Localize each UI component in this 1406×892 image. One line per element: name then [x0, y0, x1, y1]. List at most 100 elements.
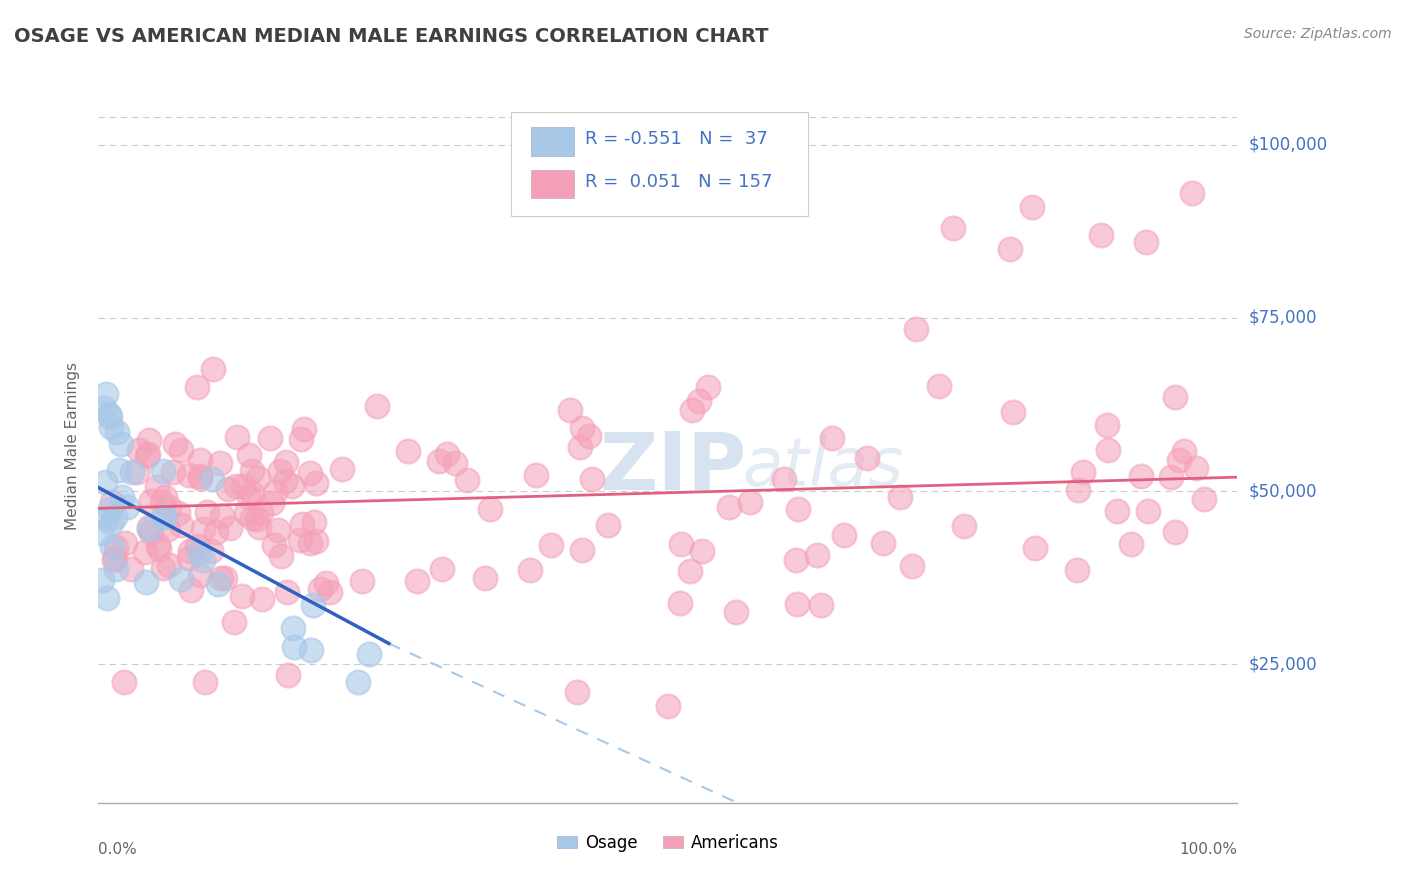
Point: [299, 642, 322, 657]
Point: [207, 576, 229, 591]
Point: [235, 506, 257, 520]
Point: [110, 437, 132, 451]
Point: [299, 466, 322, 480]
Point: [315, 576, 337, 591]
Point: [121, 465, 143, 479]
Point: [277, 668, 299, 682]
Point: [214, 571, 236, 585]
Point: [269, 464, 291, 478]
Point: [100, 516, 122, 530]
Text: 0.0%: 0.0%: [98, 842, 138, 857]
Point: [396, 444, 419, 458]
Point: [318, 585, 340, 599]
Point: [889, 490, 911, 504]
Point: [1105, 504, 1128, 518]
Point: [669, 596, 692, 610]
Point: [1168, 452, 1191, 467]
Point: [263, 484, 285, 499]
Point: [150, 495, 173, 509]
Point: [112, 674, 135, 689]
Point: [104, 562, 127, 576]
Point: [195, 505, 218, 519]
Point: [105, 425, 128, 440]
Point: [832, 527, 855, 541]
Point: [186, 380, 208, 394]
Point: [901, 559, 924, 574]
Point: [139, 494, 162, 508]
Point: [669, 537, 692, 551]
Point: [240, 486, 263, 500]
Point: [159, 558, 181, 573]
Point: [281, 479, 304, 493]
Point: [188, 468, 211, 483]
Point: [569, 441, 592, 455]
Point: [1066, 563, 1088, 577]
Point: [688, 394, 710, 409]
Point: [232, 479, 254, 493]
Point: [1090, 227, 1112, 242]
Point: [148, 542, 170, 557]
Point: [1173, 444, 1195, 458]
Point: [558, 403, 581, 417]
FancyBboxPatch shape: [531, 169, 575, 198]
Point: [524, 468, 547, 483]
Point: [283, 640, 305, 654]
Point: [1067, 483, 1090, 497]
Point: [104, 510, 127, 524]
Point: [1097, 442, 1119, 457]
Point: [238, 448, 260, 462]
Point: [302, 598, 325, 612]
Point: [153, 510, 176, 524]
Text: $100,000: $100,000: [1249, 136, 1327, 153]
Point: [366, 399, 388, 413]
Point: [226, 430, 249, 444]
Point: [177, 468, 200, 483]
Point: [117, 500, 139, 515]
Point: [157, 500, 180, 515]
Point: [772, 472, 794, 486]
Point: [240, 464, 263, 478]
Point: [740, 495, 762, 509]
Point: [724, 605, 747, 619]
Point: [1129, 468, 1152, 483]
Point: [305, 533, 328, 548]
Point: [571, 542, 593, 557]
Point: [100, 420, 122, 434]
Point: [242, 511, 264, 525]
Point: [290, 533, 312, 548]
Point: [681, 402, 703, 417]
Point: [191, 522, 214, 536]
Point: [474, 571, 496, 585]
Point: [170, 572, 193, 586]
Point: [200, 544, 222, 558]
Point: [205, 524, 228, 539]
Point: [427, 453, 450, 467]
Point: [1024, 541, 1046, 555]
Point: [856, 450, 879, 465]
Point: [217, 482, 239, 496]
Point: [152, 561, 174, 575]
Point: [953, 519, 976, 533]
Point: [436, 447, 458, 461]
Point: [180, 583, 202, 598]
Point: [305, 475, 328, 490]
Point: [1121, 537, 1143, 551]
Point: [127, 465, 149, 479]
Point: [786, 597, 808, 611]
Point: [111, 491, 134, 505]
Point: [156, 522, 179, 536]
Point: [302, 515, 325, 529]
Point: [105, 540, 128, 554]
Point: [657, 698, 679, 713]
Point: [578, 429, 600, 443]
Point: [292, 422, 315, 436]
Point: [478, 502, 501, 516]
Point: [357, 647, 380, 661]
Point: [120, 562, 142, 576]
Point: [219, 520, 242, 534]
Point: [252, 592, 274, 607]
Point: [152, 464, 174, 478]
Point: [135, 575, 157, 590]
Point: [785, 552, 807, 566]
Point: [263, 538, 285, 552]
